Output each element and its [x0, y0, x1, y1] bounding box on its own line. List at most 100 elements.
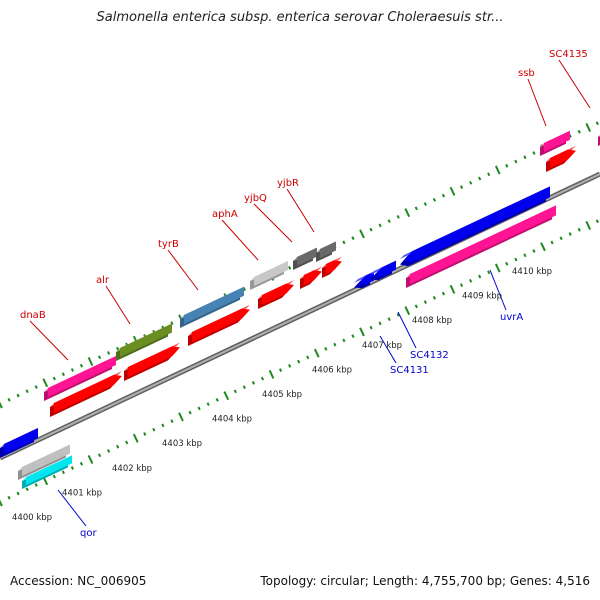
outer-tick [585, 123, 592, 133]
cds-block [304, 270, 322, 285]
inner-tick [161, 423, 165, 428]
gene-label-SC4135: SC4135 [549, 49, 588, 60]
inner-tick [251, 381, 255, 385]
inner-tick [97, 453, 102, 458]
scale-label: 4400 kbp [12, 513, 52, 523]
scale-label: 4408 kbp [412, 316, 452, 326]
scale-label: 4409 kbp [462, 292, 502, 302]
outer-tick [404, 208, 411, 218]
inner-tick [116, 444, 120, 449]
outer-tick [52, 376, 56, 381]
inner-tick [87, 454, 94, 464]
gene-labels: dnaB alr tyrB aphA yjbQ yjbR ssb SC4135 qor SC413… [20, 49, 588, 539]
leader-line [29, 320, 69, 361]
inner-tick [324, 346, 328, 351]
gene-yjbQ-block [297, 247, 317, 266]
gene-SC4131-block [358, 271, 374, 285]
inner-tick [197, 406, 201, 411]
cds-block [410, 205, 556, 284]
scale-label: 4403 kbp [162, 439, 202, 449]
cds-block [326, 260, 342, 274]
inner-tick [297, 359, 301, 364]
outer-tick [441, 193, 446, 198]
cds-block [128, 346, 180, 377]
outer-tick [469, 180, 473, 185]
inner-tick [369, 325, 373, 330]
outer-tick [414, 206, 418, 211]
outer-tick [595, 121, 599, 126]
gene-label-qor: qor [80, 528, 97, 539]
outer-tick [396, 214, 400, 219]
leader-line [527, 78, 547, 127]
gene-label-aphA: aphA [212, 209, 238, 220]
outer-tick [116, 346, 120, 351]
inner-tick [178, 412, 184, 422]
leader-line [253, 203, 293, 243]
inner-tick [268, 369, 275, 379]
inner-tick [215, 398, 219, 402]
outer-tick [369, 227, 373, 232]
inner-tick [188, 410, 192, 415]
outer-tick [449, 186, 456, 196]
gene-label-uvrA: uvrA [500, 312, 523, 323]
gene-label-dnaB: dnaB [20, 310, 46, 321]
outer-tick [342, 240, 346, 245]
gene-yjbR-block [320, 241, 336, 258]
inner-tick [595, 219, 599, 224]
inner-tick [0, 499, 3, 507]
inner-tick [469, 278, 473, 283]
inner-tick [313, 348, 320, 358]
inner-tick [52, 474, 56, 479]
scale-label: 4404 kbp [212, 415, 252, 425]
scale-label: 4402 kbp [112, 464, 152, 474]
inner-tick [107, 449, 111, 453]
outer-tick [478, 176, 482, 181]
inner-tick [523, 253, 527, 258]
gene-label-yjbQ: yjbQ [244, 193, 267, 204]
leader-line [558, 59, 591, 109]
gene-label-alr: alr [96, 275, 110, 286]
gene-alr-block [120, 323, 172, 357]
inner-tick [70, 466, 74, 470]
outer-tick [487, 172, 491, 177]
inner-tick [260, 376, 265, 381]
gene-features [0, 130, 600, 489]
gene-label-ssb: ssb [518, 68, 535, 79]
gene-qor-block [4, 428, 38, 454]
inner-tick [206, 402, 210, 407]
outer-tick [70, 368, 74, 372]
inner-tick [278, 368, 283, 373]
gene-SC4132-block [374, 260, 396, 277]
outer-tick [532, 151, 536, 155]
outer-tick [423, 202, 427, 206]
inner-tick [532, 249, 536, 253]
outer-tick [505, 163, 509, 168]
inner-tick [242, 385, 246, 390]
cds-block [54, 374, 122, 413]
gene-label-SC4131: SC4131 [390, 365, 429, 376]
leader-line [167, 249, 199, 291]
inner-tick [16, 491, 20, 496]
cds-block [26, 455, 72, 485]
inner-tick [559, 236, 563, 241]
outer-tick [34, 385, 38, 389]
outer-tick [288, 266, 292, 270]
inner-tick [143, 432, 147, 436]
gene-label-tyrB: tyrB [158, 239, 179, 250]
outer-tick [514, 159, 518, 164]
gene-aphA-block [254, 261, 288, 286]
cds-block [550, 149, 576, 168]
outer-tick [359, 229, 365, 239]
outer-tick [387, 219, 391, 223]
outer-tick [79, 363, 84, 368]
inner-tick [132, 433, 139, 443]
outer-tick [61, 372, 65, 377]
inner-tick [494, 263, 501, 273]
outer-tick [459, 185, 464, 189]
genome-summary: Topology: circular; Length: 4,755,700 bp… [260, 574, 590, 588]
inner-tick [170, 419, 174, 424]
outer-tick [577, 129, 581, 134]
inner-tick [459, 283, 464, 287]
inner-tick [288, 364, 292, 368]
